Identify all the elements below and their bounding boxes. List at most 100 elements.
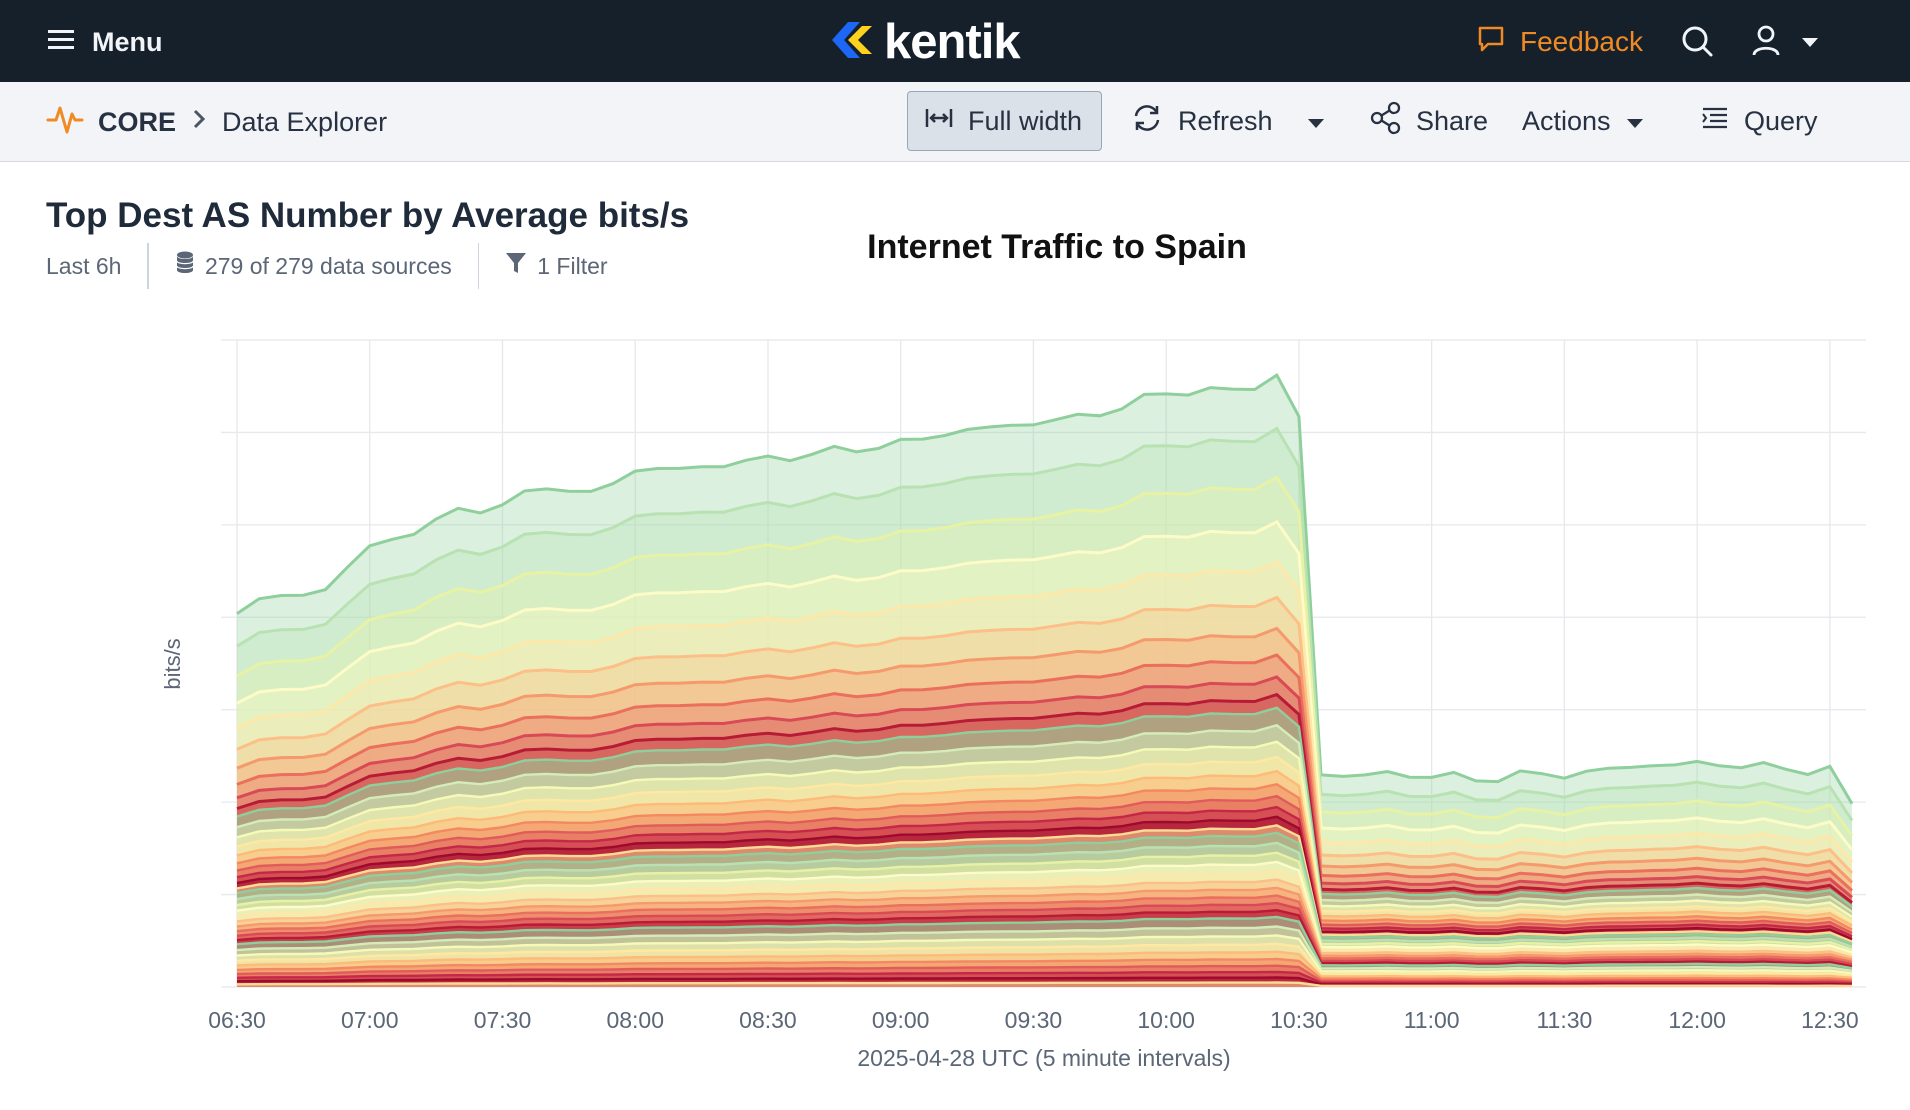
caret-down-icon [1625,106,1645,137]
series-line [236,942,1853,977]
menu-button[interactable]: Menu [46,22,163,62]
x-tick-label: 12:30 [1801,1007,1859,1033]
refresh-button[interactable]: Refresh [1114,91,1289,151]
query-label: Query [1744,105,1818,136]
full-width-button[interactable]: Full width [907,91,1102,151]
series-line [236,783,1853,931]
chart-series [236,372,1854,988]
series-line [236,886,1853,962]
user-icon [1752,25,1780,56]
series-line [236,805,1853,938]
x-tick-label: 07:30 [474,1007,532,1033]
series-line [236,824,1853,943]
menu-label: Menu [92,26,163,57]
x-tick-label: 08:30 [739,1007,797,1033]
logo-text: kentik [884,15,1021,69]
series-line [236,869,1853,957]
series-line [236,675,1853,899]
x-axis-ticks: 06:30 07:00 07:30 08:00 08:30 09:00 09:30 10:00… [208,1007,1858,1033]
series-line [236,653,1853,892]
x-tick-label: 08:00 [606,1007,664,1033]
x-tick-label: 12:00 [1668,1007,1726,1033]
page-title: Top Dest AS Number by Average bits/s [46,196,690,235]
x-tick-label: 07:00 [341,1007,399,1033]
series-line [236,794,1853,935]
actions-button[interactable]: Actions [1506,91,1661,151]
x-axis-label: 2025-04-28 UTC (5 minute intervals) [857,1045,1230,1071]
chevron-right-icon [190,107,208,138]
series-line [236,841,1853,949]
share-label: Share [1416,105,1489,136]
x-tick-label: 10:00 [1137,1007,1195,1033]
x-tick-label: 09:30 [1005,1007,1063,1033]
query-list-icon [1700,105,1730,138]
series-line [236,950,1853,979]
series-line [236,560,1854,863]
pulse-icon [46,102,84,143]
x-tick-label: 06:30 [208,1007,266,1033]
series-line [236,901,1853,966]
filter-icon [505,251,527,281]
refresh-options-dropdown[interactable] [1298,91,1334,151]
share-button[interactable]: Share [1354,91,1504,151]
x-tick-label: 09:00 [872,1007,930,1033]
divider [477,243,480,289]
kentik-logo[interactable]: kentik [830,12,1021,72]
x-tick-label: 11:30 [1536,1007,1592,1033]
series-line [236,626,1854,884]
series-line [236,769,1853,927]
series-line [236,692,1853,904]
actions-label: Actions [1522,105,1611,136]
caret-down-icon [1802,38,1818,47]
series-line [236,957,1853,981]
feedback-button[interactable]: Feedback [1476,20,1643,64]
series-line [236,964,1853,983]
series-line [236,878,1853,959]
chart-overlay-title: Internet Traffic to Spain [867,228,1247,266]
series-line [236,981,1853,988]
filters-label: 1 Filter [537,252,608,279]
caret-down-icon [1306,106,1326,137]
message-square-icon [1476,24,1506,61]
full-width-icon [924,106,954,137]
divider [147,243,149,289]
series-line [236,755,1853,923]
series-line [236,970,1853,985]
series-line [236,519,1854,851]
hamburger-icon [46,27,76,58]
series-line [236,831,1853,946]
time-range[interactable]: Last 6h [46,253,121,280]
breadcrumb: CORE Data Explorer [46,102,387,142]
data-sources-label: 279 of 279 data sources [204,252,452,279]
series-line [236,723,1853,913]
series-line [236,426,1854,822]
series-line [236,706,1853,908]
share-icon [1370,101,1402,142]
series-line [236,860,1853,954]
series-line [236,925,1853,972]
query-meta: Last 6h 279 of 279 data sources 1 Filter [46,243,608,289]
series-line [236,851,1853,951]
refresh-icon [1130,101,1164,142]
data-sources[interactable]: 279 of 279 data sources [175,250,452,282]
top-navbar: Menu kentik Feedback [0,0,1910,82]
series-line [236,915,1853,970]
series-line [236,740,1853,918]
full-width-label: Full width [968,105,1083,136]
feedback-label: Feedback [1520,26,1643,57]
series-line [236,908,1853,968]
search-icon[interactable] [1680,22,1716,67]
filters[interactable]: 1 Filter [505,251,608,281]
query-button[interactable]: Query [1684,91,1834,151]
database-icon [175,250,195,282]
series-line [236,372,1854,805]
x-tick-label: 11:00 [1404,1007,1460,1033]
user-menu[interactable] [1750,22,1830,67]
series-line [236,976,1853,986]
x-tick-label: 10:30 [1270,1007,1328,1033]
series-line [236,934,1853,975]
breadcrumb-core[interactable]: CORE [98,106,177,137]
time-range-label: Last 6h [46,252,122,279]
y-axis-label: bits/s [160,638,185,689]
